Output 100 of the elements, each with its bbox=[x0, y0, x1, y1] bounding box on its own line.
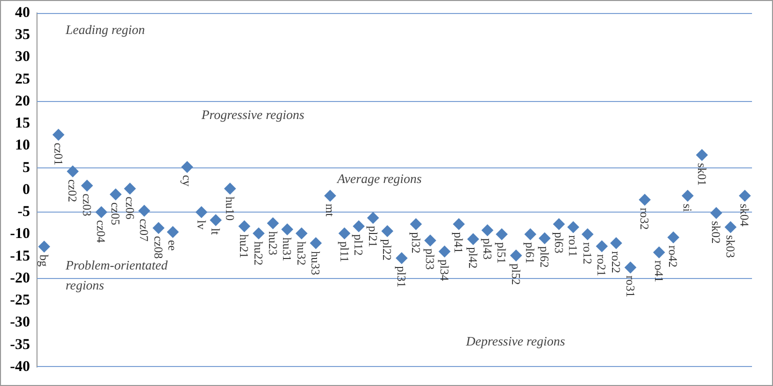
x-tick-label: cz04 bbox=[94, 220, 108, 243]
x-tick-label: hu32 bbox=[294, 241, 308, 266]
y-tick-label: -40 bbox=[10, 358, 30, 375]
x-tick-label: pl52 bbox=[508, 263, 523, 285]
point bbox=[467, 233, 480, 246]
point bbox=[381, 225, 394, 238]
point bbox=[682, 190, 694, 202]
x-tick-label: hu10 bbox=[222, 196, 237, 221]
x-tick-label: cz08 bbox=[151, 236, 166, 259]
x-tick-label: lt bbox=[208, 228, 223, 236]
point bbox=[367, 212, 380, 224]
x-tick-label: sk02 bbox=[709, 221, 724, 244]
x-tick-label: si bbox=[680, 204, 694, 212]
x-tick-label: hu22 bbox=[251, 241, 266, 266]
point bbox=[296, 227, 308, 240]
point bbox=[238, 220, 250, 232]
point bbox=[538, 232, 551, 244]
point bbox=[496, 228, 508, 240]
x-tick-label: cz06 bbox=[122, 196, 137, 220]
point bbox=[438, 246, 451, 258]
y-tick-label: 40 bbox=[14, 4, 30, 21]
x-tick-label: hu23 bbox=[266, 231, 280, 256]
x-tick-label: hu33 bbox=[308, 251, 323, 276]
point bbox=[152, 222, 165, 234]
x-tick-label: ro12 bbox=[580, 242, 594, 264]
point bbox=[66, 165, 79, 178]
x-tick-label: pl11 bbox=[337, 241, 352, 262]
y-tick-label: 25 bbox=[14, 71, 30, 88]
y-tick-label: 30 bbox=[14, 49, 30, 66]
point bbox=[38, 240, 50, 253]
point bbox=[738, 190, 751, 202]
point bbox=[638, 194, 651, 206]
y-tick-label: 20 bbox=[14, 93, 30, 110]
point bbox=[138, 204, 150, 217]
point bbox=[181, 160, 194, 173]
x-tick-label: cy bbox=[180, 174, 194, 186]
x-tick-label: hu21 bbox=[237, 234, 252, 258]
x-tick-label: pl22 bbox=[380, 239, 394, 260]
point bbox=[324, 190, 336, 202]
point bbox=[166, 226, 179, 238]
annotation: Leading region bbox=[64, 22, 145, 38]
x-tick-label: pl61 bbox=[523, 242, 538, 264]
point bbox=[81, 180, 94, 192]
point bbox=[724, 221, 737, 234]
x-tick-label: ro22 bbox=[608, 251, 623, 274]
point bbox=[653, 246, 666, 258]
y-tick-label: 10 bbox=[14, 138, 30, 154]
x-tick-label: ro21 bbox=[594, 254, 609, 276]
x-tick-label: pl42 bbox=[466, 247, 480, 268]
x-tick-label: mt bbox=[322, 204, 337, 218]
x-tick-label: bg bbox=[36, 254, 51, 267]
x-tick-label: lv bbox=[194, 220, 208, 230]
point bbox=[452, 218, 465, 230]
point bbox=[552, 218, 565, 230]
x-tick-label: ro42 bbox=[666, 245, 680, 268]
annotation: Problem-orientated regions bbox=[64, 258, 168, 293]
point bbox=[582, 228, 594, 240]
point bbox=[710, 207, 722, 220]
annotation: Progressive regions bbox=[200, 107, 304, 122]
x-tick-label: ro32 bbox=[638, 208, 652, 230]
point bbox=[110, 188, 122, 200]
point bbox=[510, 249, 522, 262]
point bbox=[696, 149, 708, 162]
point bbox=[52, 128, 64, 141]
y-tick-label: -10 bbox=[10, 226, 30, 242]
point bbox=[524, 228, 536, 240]
point bbox=[338, 227, 350, 240]
x-tick-label: sk01 bbox=[694, 163, 709, 186]
point bbox=[596, 240, 608, 252]
y-tick-label: -15 bbox=[10, 248, 30, 264]
point bbox=[424, 234, 436, 246]
y-tick-label: 0 bbox=[22, 182, 30, 198]
point bbox=[310, 237, 322, 250]
point bbox=[252, 227, 265, 240]
x-tick-label: cz02 bbox=[66, 179, 80, 202]
point bbox=[396, 252, 408, 264]
point bbox=[410, 218, 422, 230]
x-tick-label: pl12 bbox=[352, 234, 366, 256]
x-tick-label: sk04 bbox=[738, 204, 752, 226]
y-tick-label: -30 bbox=[10, 314, 30, 331]
y-tick-label: -20 bbox=[10, 270, 30, 286]
x-tick-label: cz07 bbox=[137, 218, 152, 242]
x-tick-label: ro41 bbox=[652, 260, 666, 282]
x-tick-label: ro31 bbox=[623, 275, 638, 298]
x-tick-label: hu31 bbox=[280, 237, 294, 262]
x-tick-label: sk03 bbox=[723, 235, 738, 258]
x-tick-label: pl51 bbox=[494, 242, 509, 264]
x-tick-label: ro11 bbox=[566, 235, 580, 257]
point bbox=[567, 221, 580, 234]
point bbox=[224, 182, 236, 195]
point bbox=[610, 237, 622, 250]
x-tick-label: cz03 bbox=[80, 194, 94, 216]
y-tick-label: 15 bbox=[14, 116, 30, 132]
x-tick-label: pl43 bbox=[480, 238, 494, 260]
x-tick-label: pl34 bbox=[437, 260, 452, 281]
point bbox=[95, 206, 108, 218]
x-tick-label: pl32 bbox=[408, 232, 423, 254]
x-tick-label: ee bbox=[166, 240, 180, 251]
y-tick-label: 35 bbox=[14, 27, 30, 43]
x-tick-label: cz05 bbox=[108, 202, 122, 226]
